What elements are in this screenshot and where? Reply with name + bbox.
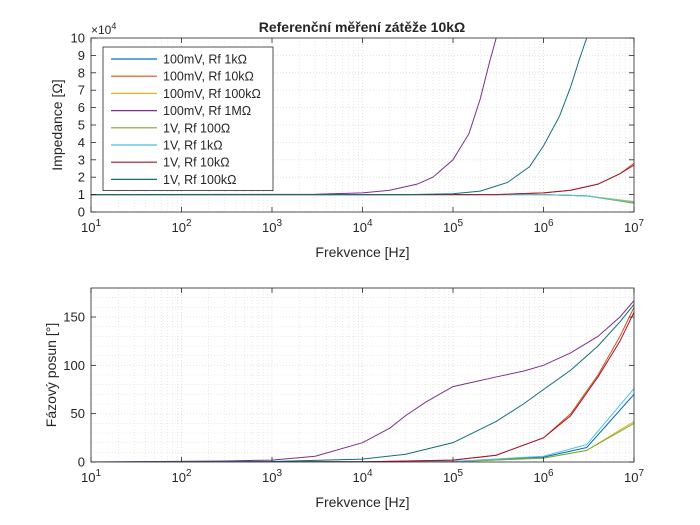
legend-entry: 1V, Rf 100kΩ (163, 173, 237, 187)
grid (90, 288, 635, 463)
y-tick-label: 50 (71, 406, 85, 421)
x-tick-label: 105 (443, 218, 463, 235)
y-tick-label: 8 (78, 65, 85, 80)
phase-plot: 101 102 103 104 105 106 107 0 50 100 150 Frekvence … (43, 287, 644, 510)
x-tick-label: 101 (81, 468, 101, 485)
x-tick-label: 104 (352, 468, 372, 485)
x-tick-label: 107 (624, 468, 644, 485)
y-tick-label: 0 (78, 455, 85, 470)
x-axis-label: Frekvence [Hz] (315, 244, 409, 260)
y-axis-label: Fázový posun [°] (43, 323, 59, 427)
y-tick-label: 10 (71, 31, 85, 46)
legend-entry: 1V, Rf 1kΩ (163, 139, 223, 153)
x-tick-label: 102 (171, 218, 191, 235)
y-tick-label: 2 (78, 170, 85, 185)
series-group (91, 38, 634, 204)
legend-box (102, 46, 274, 192)
y-tick-label: 1 (78, 187, 85, 202)
impedance-plot: 101 102 103 104 105 106 107 0 1 2 3 4 5 6 7 8 9 10 Frekven… (49, 21, 644, 260)
x-tick-label: 106 (533, 218, 553, 235)
series-line (91, 38, 588, 196)
y-tick-label: 150 (63, 310, 85, 325)
x-tick-label: 107 (624, 218, 644, 235)
series-line (91, 304, 634, 462)
legend-entry: 100mV, Rf 100kΩ (163, 87, 261, 101)
y-tick-label: 6 (78, 100, 85, 115)
y-tick-label: 4 (78, 135, 85, 150)
y-tick-label: 5 (78, 118, 85, 133)
y-axis-label: Impedance [Ω] (49, 79, 65, 170)
x-tick-label: 106 (533, 468, 553, 485)
x-tick-label: 104 (352, 218, 372, 235)
y-tick-label: 0 (78, 205, 85, 220)
series-line (91, 300, 634, 462)
x-tick-label: 103 (262, 468, 282, 485)
x-tick-label: 102 (171, 468, 191, 485)
y-tick-label: 100 (63, 358, 85, 373)
legend-entry: 100mV, Rf 10kΩ (163, 70, 254, 84)
legend-entry: 100mV, Rf 1kΩ (163, 53, 247, 67)
legend-entry: 1V, Rf 10kΩ (163, 156, 230, 170)
legend: 100mV, Rf 1kΩ 100mV, Rf 10kΩ 100mV, Rf 100… (102, 46, 274, 192)
x-tick-label: 101 (81, 218, 101, 235)
y-tick-label: 3 (78, 152, 85, 167)
legend-entry: 1V, Rf 100Ω (163, 121, 230, 135)
chart-title: Referenční měření zátěže 10kΩ (259, 19, 466, 35)
series-line (91, 38, 497, 196)
x-tick-label: 103 (262, 218, 282, 235)
series-line (91, 164, 634, 196)
y-multiplier: ×104 (91, 21, 116, 37)
x-tick-label: 105 (443, 468, 463, 485)
y-tick-label: 7 (78, 83, 85, 98)
series-line (91, 311, 634, 462)
y-tick-label: 9 (78, 48, 85, 63)
x-axis-label: Frekvence [Hz] (315, 494, 409, 510)
legend-entry: 100mV, Rf 1MΩ (163, 104, 251, 118)
